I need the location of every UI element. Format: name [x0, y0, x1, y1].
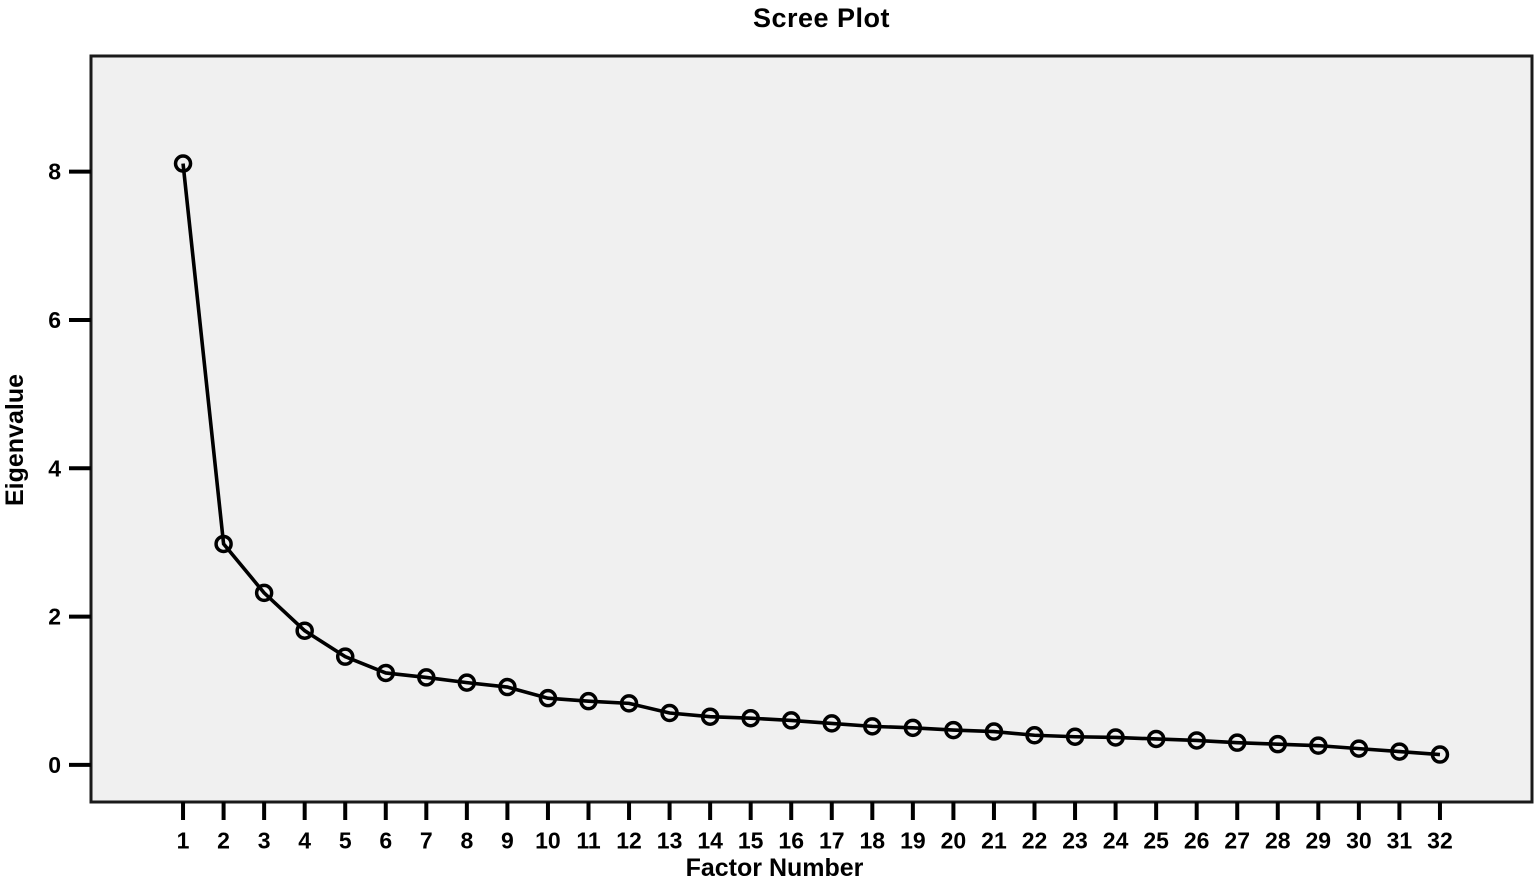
- data-point: [741, 708, 760, 728]
- data-point: [1106, 728, 1125, 747]
- data-point: [660, 703, 679, 723]
- data-point: [1227, 733, 1247, 752]
- data-point: [254, 583, 274, 603]
- x-axis-tick-label: 3: [258, 828, 271, 854]
- data-point: [619, 694, 639, 713]
- x-axis-tick-label: 19: [900, 828, 926, 854]
- data-point: [1390, 742, 1409, 761]
- data-point: [944, 720, 963, 740]
- data-point: [1025, 726, 1044, 745]
- x-axis-tick-label: 18: [860, 828, 886, 854]
- data-point: [863, 717, 882, 736]
- x-axis-tick-label: 13: [657, 828, 683, 854]
- data-point: [903, 718, 923, 738]
- data-point: [1065, 727, 1085, 746]
- data-point: [498, 677, 517, 697]
- x-axis-tick-label: 31: [1387, 828, 1413, 854]
- plot-area: [89, 54, 1534, 804]
- x-axis-tick-label: 14: [697, 828, 723, 854]
- data-point: [700, 707, 720, 726]
- x-axis-tick-label: 26: [1184, 828, 1210, 854]
- data-point: [822, 714, 842, 733]
- x-axis-tick-label: 17: [819, 828, 845, 854]
- data-point: [1430, 745, 1450, 764]
- x-axis-tick-label: 10: [535, 828, 561, 854]
- data-point: [1187, 731, 1206, 750]
- data-point: [214, 534, 233, 554]
- x-axis-tick-label: 6: [379, 828, 392, 854]
- y-axis-tick-label: 6: [48, 307, 61, 333]
- data-point: [295, 621, 314, 640]
- x-axis-tick-label: 7: [420, 828, 433, 854]
- x-axis-tick-label: 2: [217, 828, 230, 854]
- data-point: [335, 647, 355, 666]
- x-axis-tick-label: 1: [177, 828, 190, 854]
- data-point: [417, 668, 436, 687]
- x-axis-tick-label: 22: [1022, 828, 1048, 854]
- y-axis-tick-label: 0: [48, 752, 61, 778]
- x-axis-tick-label: 16: [778, 828, 804, 854]
- data-point: [538, 688, 558, 708]
- x-axis-tick-label: 15: [738, 828, 764, 854]
- x-axis-tick-label: 25: [1143, 828, 1169, 854]
- x-axis-tick-label: 23: [1062, 828, 1088, 854]
- x-axis-tick-label: 9: [501, 828, 514, 854]
- data-point: [1309, 736, 1328, 755]
- x-axis-tick-label: 30: [1346, 828, 1372, 854]
- x-axis-tick-label: 27: [1224, 828, 1250, 854]
- x-axis-tick-label: 12: [616, 828, 642, 854]
- y-axis-tick-label: 2: [48, 604, 61, 630]
- data-point: [1146, 729, 1166, 749]
- chart-title: Scree Plot: [752, 3, 891, 33]
- x-axis-tick-label: 20: [941, 828, 967, 854]
- x-axis-tick-label: 11: [576, 828, 601, 854]
- data-point: [376, 663, 396, 683]
- x-axis-title: Factor Number: [685, 854, 864, 882]
- x-axis-tick-label: 4: [298, 828, 311, 854]
- data-point: [1349, 739, 1369, 758]
- y-axis-tick-label: 4: [48, 455, 61, 481]
- x-axis-tick-label: 29: [1306, 828, 1332, 854]
- x-axis-tick-label: 32: [1427, 828, 1453, 854]
- data-point: [781, 711, 801, 730]
- data-point: [173, 154, 193, 173]
- data-point: [984, 722, 1004, 741]
- x-axis-tick-label: 24: [1103, 828, 1129, 854]
- data-point: [579, 691, 598, 711]
- x-axis-tick-label: 5: [339, 828, 352, 854]
- x-axis-tick-label: 28: [1265, 828, 1291, 854]
- data-point: [1268, 734, 1288, 754]
- x-axis-tick-label: 21: [981, 828, 1007, 854]
- x-axis-tick-label: 8: [460, 828, 473, 854]
- data-point: [457, 673, 477, 692]
- y-axis-tick-label: 8: [48, 159, 61, 185]
